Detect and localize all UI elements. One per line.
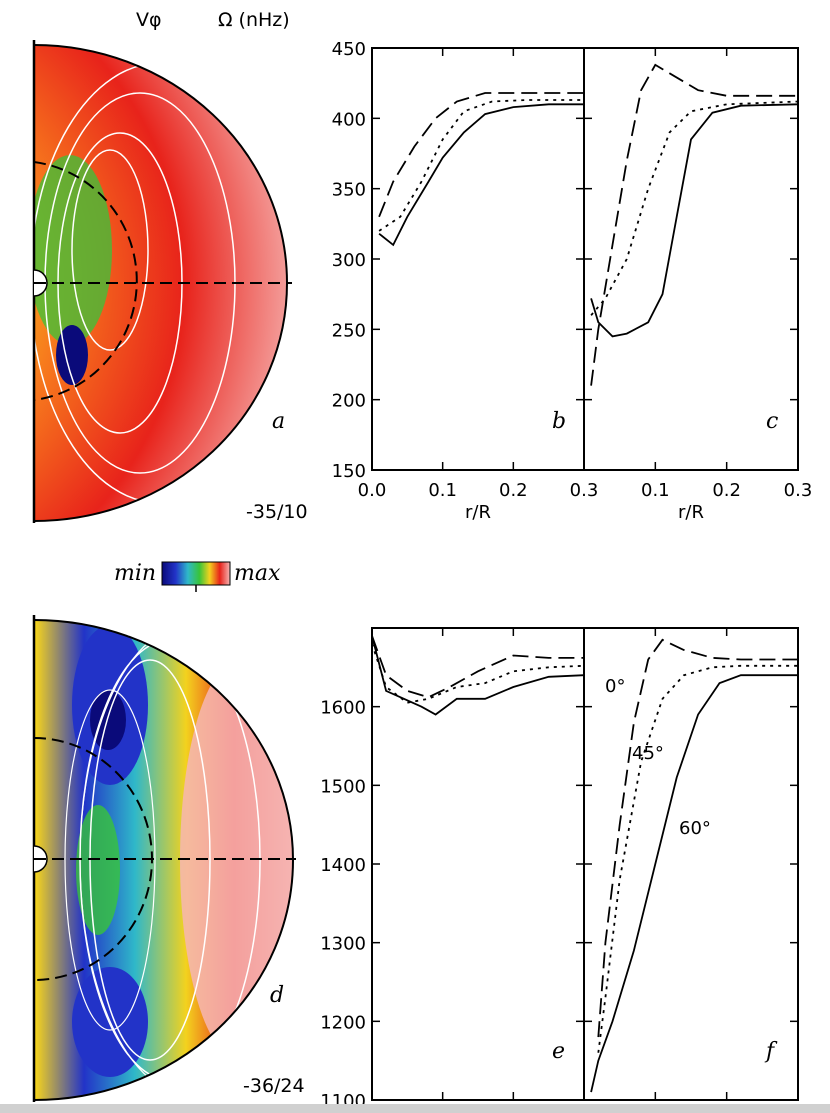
panel-a-field [34, 45, 287, 521]
panel-a-case: -35/10 [246, 501, 308, 523]
panel-c-xtick-label: 0.1 [641, 480, 670, 501]
colorbar-gradient [161, 561, 231, 586]
panel-b-series-dotted [378, 99, 584, 232]
panel-b-series-solid [378, 103, 584, 247]
panel-f-series-dotted [597, 664, 798, 1053]
panel-c-frame [583, 47, 799, 471]
panel-e-ytick-label: 1600 [320, 698, 366, 719]
panel-b-xtick-label: 0.0 [358, 480, 387, 501]
panel-e-series-dotted [371, 643, 585, 704]
panel-d-case: -36/24 [243, 1075, 305, 1097]
panel-e-ytick-label: 1300 [320, 934, 366, 955]
bottom-border [0, 1104, 830, 1113]
panel-b-xtick-label: 0.2 [499, 480, 528, 501]
panel-b-ytick-label: 400 [332, 109, 366, 130]
panel-b-xlabel: r/R [465, 502, 491, 523]
panel-e-label: e [552, 1039, 565, 1064]
panel-b-ytick-label: 300 [332, 250, 366, 271]
panel-f: 0.10.20.3r/Rf [583, 627, 812, 1113]
omega-label: Ω (nHz) [218, 9, 290, 31]
panel-b-ytick-label: 200 [332, 391, 366, 412]
panel-d: d -36/24 [32, 615, 305, 1102]
colorbar-max: max [234, 561, 281, 586]
panel-a-label: a [272, 409, 285, 434]
colorbar: min max [114, 561, 281, 592]
panel-d-label: d [270, 983, 284, 1008]
panel-b-label: b [552, 409, 566, 434]
panel-d-green [76, 805, 120, 935]
panel-b: 150 200 250 300 350 400 450 0.0 0.1 0.2 0.3 r/R b [332, 39, 599, 523]
panel-e-ytick-label: 1200 [320, 1012, 366, 1033]
panel-c: 0.1 0.2 0.3 r/R c [583, 47, 813, 523]
panel-b-ytick-label: 350 [332, 180, 366, 201]
annotation-45deg: 45° [632, 743, 664, 764]
panel-e-series-solid [371, 635, 585, 716]
panel-b-ytick-label: 250 [332, 320, 366, 341]
vphi-label: Vφ [136, 9, 162, 31]
panel-b-ytick-label: 450 [332, 39, 366, 60]
panel-a-green-core [34, 155, 112, 345]
panel-b-series-dashed [378, 92, 584, 218]
panel-a-blue-core [56, 325, 88, 385]
panel-b-xtick-label: 0.1 [428, 480, 457, 501]
panel-f-series-dashed [597, 638, 798, 1038]
panel-d-dark-top [90, 690, 126, 750]
panel-c-series-dashed [590, 63, 798, 386]
panel-b-xtick-label: 0.3 [570, 480, 599, 501]
panel-c-label: c [766, 409, 778, 434]
panel-f-frame [583, 627, 799, 1101]
panel-e-ytick-label: 1500 [320, 776, 366, 797]
panel-b-ytick-label: 150 [332, 461, 366, 482]
panel-c-series-solid [590, 103, 799, 338]
annotation-60deg: 60° [679, 818, 711, 839]
panel-f-series-solid [590, 674, 798, 1093]
panel-f-label: f [764, 1039, 778, 1064]
panel-a: a -35/10 [32, 40, 308, 523]
panel-e-ytick-label: 1400 [320, 855, 366, 876]
panel-e: 1100120013001400150016000.00.10.20.3r/Re [320, 627, 598, 1113]
panel-c-xlabel: r/R [678, 502, 704, 523]
annotation-0deg: 0° [605, 676, 625, 697]
panel-c-xtick-label: 0.3 [784, 480, 813, 501]
panel-c-series-dotted [590, 100, 799, 316]
panel-c-xtick-label: 0.2 [712, 480, 741, 501]
panel-b-frame [371, 47, 585, 471]
colorbar-min: min [114, 561, 156, 586]
panel-e-series-dashed [371, 635, 584, 699]
